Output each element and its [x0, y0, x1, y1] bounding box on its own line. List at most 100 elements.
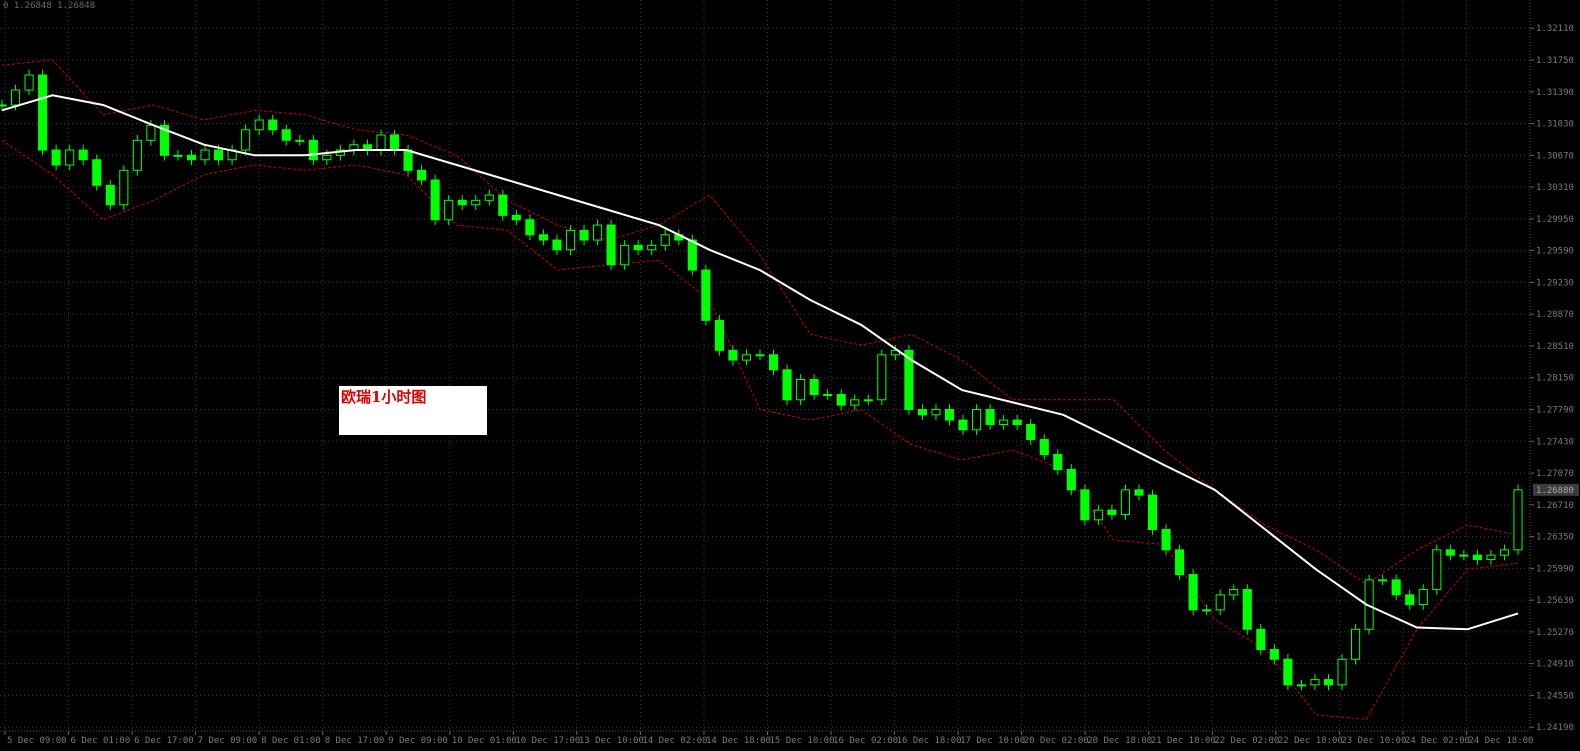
candle-body [728, 349, 738, 361]
candle-body [444, 199, 454, 221]
candle-body [403, 149, 413, 171]
candle-body [376, 134, 386, 151]
candle-body [471, 199, 481, 206]
candle-body [51, 149, 61, 166]
candle-body [823, 394, 833, 397]
x-tick-label: 16 Dec 18:00 [897, 736, 962, 746]
candle-body [1405, 594, 1415, 606]
candle-body [1472, 554, 1482, 561]
candle-body [1445, 549, 1455, 556]
candle-body [1378, 579, 1388, 582]
candle-body [173, 154, 183, 157]
annotation-label: 欧瑞1小时图 [341, 388, 427, 406]
candle-body [186, 154, 197, 161]
candle-body [741, 354, 752, 361]
candle-body [159, 124, 169, 156]
candle-body [809, 379, 819, 396]
y-tick-label: 1.28510 [1536, 342, 1574, 352]
candle-body [241, 129, 251, 151]
candle-body [1147, 494, 1158, 531]
candle-body [457, 199, 467, 206]
candle-body [389, 134, 400, 151]
y-tick-label: 1.30310 [1536, 183, 1574, 193]
candle-body [119, 169, 129, 206]
candle-body [1026, 424, 1036, 441]
candle-body [1513, 489, 1523, 551]
candle-body [1202, 609, 1212, 612]
x-tick-label: 9 Dec 09:00 [388, 736, 448, 746]
chart-info-text: 0 1.26848 1.26848 [3, 1, 96, 11]
y-tick-label: 1.24910 [1536, 660, 1574, 670]
x-tick-label: 20 Dec 02:00 [1024, 736, 1089, 746]
x-tick-label: 17 Dec 10:00 [960, 736, 1025, 746]
candle-body [1256, 628, 1266, 651]
candle-body [1093, 509, 1103, 521]
y-tick-label: 1.31030 [1536, 120, 1574, 130]
candle-body [1337, 658, 1347, 686]
y-tick-label: 1.25270 [1536, 628, 1574, 638]
candle-body [146, 124, 156, 141]
candle-body [1080, 489, 1090, 521]
current-price-marker [1533, 483, 1579, 496]
y-tick-label: 1.32110 [1536, 24, 1574, 34]
moving-average-line [1, 94, 1519, 631]
candle-body [1066, 469, 1076, 491]
candle-body [1283, 658, 1293, 686]
y-tick-label: 1.27790 [1536, 406, 1574, 416]
candle-body [281, 129, 291, 141]
x-tick-label: 23 Dec 10:00 [1341, 736, 1406, 746]
candle-body [755, 354, 765, 357]
annotation-label-box[interactable]: 欧瑞1小时图 [339, 386, 487, 435]
candle-body [538, 234, 548, 241]
candle-body [796, 379, 806, 401]
candle-body [38, 74, 48, 151]
candle-body [552, 239, 562, 251]
candle-body [92, 159, 102, 186]
x-tick-label: 13 Dec 10:00 [579, 736, 644, 746]
candle-body [931, 409, 941, 416]
y-tick-label: 1.24550 [1536, 691, 1574, 701]
x-tick-label: 8 Dec 17:00 [325, 736, 385, 746]
candle-body [254, 119, 264, 131]
candle-body [322, 154, 332, 161]
candle-body [1012, 419, 1022, 426]
candle-body [1418, 589, 1428, 606]
candle-body [1269, 649, 1279, 660]
candle-body [1175, 549, 1185, 576]
y-tick-label: 1.29590 [1536, 247, 1574, 257]
candle-body [972, 409, 982, 431]
candle-body [1459, 554, 1469, 557]
y-tick-label: 1.31390 [1536, 88, 1574, 98]
candle-body [1310, 679, 1320, 686]
x-tick-label: 24 Dec 18:00 [1468, 736, 1533, 746]
y-tick-label: 1.26350 [1536, 533, 1574, 543]
candle-body [1242, 589, 1252, 630]
candle-body [430, 179, 440, 221]
candle-body [132, 139, 142, 171]
x-tick-label: 14 Dec 18:00 [706, 736, 771, 746]
y-tick-label: 1.25990 [1536, 564, 1574, 574]
x-tick-label: 20 Dec 18:00 [1087, 736, 1152, 746]
candle-body [1432, 549, 1442, 591]
candle-body [105, 184, 115, 206]
candle-body [1486, 554, 1496, 561]
candle-body [904, 349, 914, 411]
candle-body [295, 139, 305, 142]
candle-body [958, 419, 968, 431]
candle-body [660, 234, 670, 246]
y-tick-label: 1.25630 [1536, 596, 1574, 606]
candle-body [1134, 489, 1144, 496]
candle-body [1296, 684, 1306, 687]
candle-body [308, 139, 318, 161]
candle-body [1107, 509, 1117, 516]
bollinger-upper-band [1, 59, 1519, 585]
candle-body [687, 239, 697, 271]
x-tick-label: 10 Dec 01:00 [452, 736, 517, 746]
candle-body [78, 149, 88, 161]
candle-body [917, 409, 927, 416]
candle-body [714, 319, 724, 351]
y-tick-label: 1.24190 [1536, 723, 1574, 733]
y-tick-label: 1.28150 [1536, 374, 1574, 384]
